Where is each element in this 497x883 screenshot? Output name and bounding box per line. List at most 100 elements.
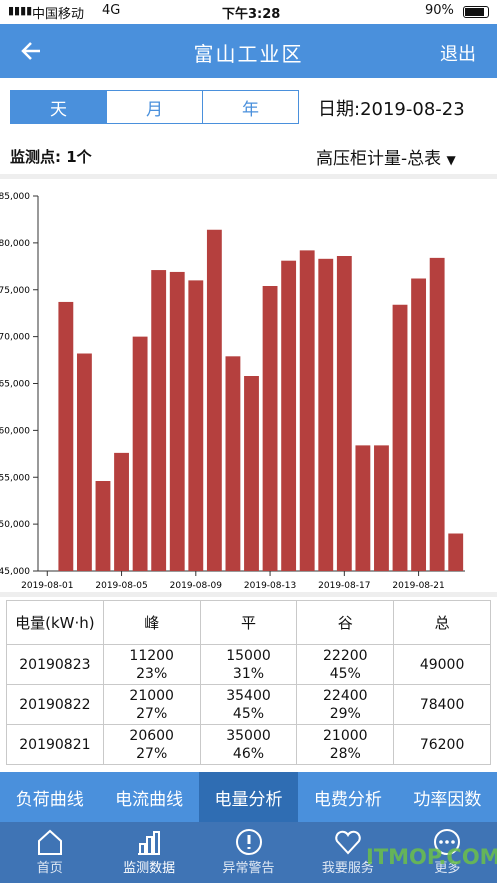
x-tick-label: 2019-08-09 [170,581,223,591]
value-cell: 11200 23% [102,644,201,685]
bar [132,336,148,571]
energy-table: 电量(kW·h) 峰平谷总 20190823 11200 23% 15000 31% 2220… [6,600,491,765]
value-cell: 35400 45% [199,684,298,725]
bottom-nav: 首页 监测数据 异常警告 我要服务 更多 [0,822,497,883]
x-tick-label: 2019-08-05 [95,581,147,591]
chart: 85,000 80,000 75,000 70,000 65,000 60,000 55,0… [0,192,465,591]
value-cell: 20600 27% [102,724,201,765]
x-tick-label: 2019-08-01 [21,581,73,591]
monitor-value: 1个 [66,148,92,166]
cell-value: 22200 [323,647,368,664]
monitor-label: 监测点: [10,148,61,166]
nav-label: 首页 [36,861,63,876]
cell-value: 11200 [129,647,174,664]
y-tick-label: 50,000 [0,520,30,530]
battery: 90% [425,3,454,18]
nav-icon [37,829,62,855]
bar [411,278,427,571]
table-row: 20190822 21000 27% 35400 45% 22400 29% 78400 [6,684,491,725]
y-tick-label: 60,000 [0,426,30,436]
cell-share: 46% [232,745,265,762]
nav-label: 监测数据 [123,861,176,876]
back-button[interactable] [20,40,42,62]
date-cell: 20190821 [6,724,104,765]
header-cell: 总 [393,600,491,645]
bar [299,250,315,571]
table-header: 电量(kW·h) 峰平谷总 [6,600,491,645]
nav-item[interactable]: 异常警告 [199,822,298,883]
bar [392,304,408,571]
divider [0,592,497,597]
cell-share: 23% [136,665,168,682]
y-tick-label: 65,000 [0,380,30,390]
header-cell: 谷 [296,600,395,645]
meter-select[interactable]: 高压柜计量-总表 ▼ [316,149,456,169]
nav-icon [434,829,461,855]
battery-icon [463,6,489,18]
total-cell: 78400 [393,684,491,725]
date-cell: 20190823 [6,644,104,685]
cell-share: 29% [329,705,361,722]
period-tab[interactable]: 天 [11,91,106,123]
time: 下午3:28 [222,7,281,22]
divider [0,174,497,179]
status-bar: ▮▮▮▮ 中国移动 4G 下午3:28 90% [0,0,497,24]
bar [318,258,334,571]
exit-button[interactable]: 退出 [440,44,476,65]
date-cell: 20190822 [6,684,104,725]
y-tick-label: 85,000 [0,192,30,202]
function-tab[interactable]: 电流曲线 [115,789,184,810]
bar [336,256,352,571]
total-cell: 76200 [393,724,491,765]
bar [206,229,222,571]
function-tab[interactable]: 功率因数 [413,789,482,810]
watermark: ITMOP.COM [366,845,497,869]
cell-value: 22400 [323,687,368,704]
cell-share: 45% [329,665,361,682]
nav-icon [335,830,361,855]
cell-value: 20600 [129,727,174,744]
cell-value: 21000 [323,727,368,744]
nav-item[interactable]: 监测数据 [99,822,198,883]
bar [76,353,92,571]
value-cell: 35000 46% [199,724,298,765]
value-cell: 22400 29% [296,684,395,725]
bar [95,481,111,571]
monitor-point: 监测点: 1个 [10,146,92,167]
function-tabs: 负荷曲线 电流曲线 电量分析 电费分析 功率因数 [0,772,497,822]
title: 富山工业区 [193,42,304,66]
cell-value: 21000 [129,687,174,704]
bar [244,376,259,571]
cell-share: 31% [232,665,265,682]
nav-item[interactable]: 更多 [398,822,497,883]
value-cell: 21000 28% [296,724,395,765]
bar [114,452,129,571]
header-cell: 平 [199,600,298,645]
nav-icon [235,829,262,855]
value-cell: 22200 45% [296,644,395,685]
period-tab[interactable]: 年 [202,91,298,123]
table-row: 20190823 11200 23% 15000 31% 22200 45% 49000 [6,644,491,685]
function-tab[interactable]: 电费分析 [313,789,382,810]
cell-share: 28% [329,745,361,762]
function-tab[interactable]: 电量分析 [198,772,299,822]
date: 日期:2019-08-23 [318,99,465,120]
nav-item[interactable]: 我要服务 [298,822,397,883]
bar [374,445,389,571]
cell-value: 15000 [226,647,271,664]
header-cell: 峰 [102,600,201,645]
bar [225,356,241,571]
meter: 高压柜计量-总表 [316,149,442,169]
cell-share: 27% [136,705,168,722]
bar [355,445,371,571]
y-tick-label: 80,000 [0,239,30,249]
nav-label: 异常警告 [222,861,275,876]
carrier: 中国移动 [32,7,85,22]
x-tick-label: 2019-08-21 [392,581,444,591]
table-row: 20190821 20600 27% 35000 46% 21000 28% 76200 [6,724,491,765]
nav-item[interactable]: 首页 [0,822,99,883]
period-tab[interactable]: 月 [106,91,202,123]
x-tick-label: 2019-08-13 [244,581,296,591]
function-tab[interactable]: 负荷曲线 [15,789,84,810]
cell-share: 27% [136,745,168,762]
